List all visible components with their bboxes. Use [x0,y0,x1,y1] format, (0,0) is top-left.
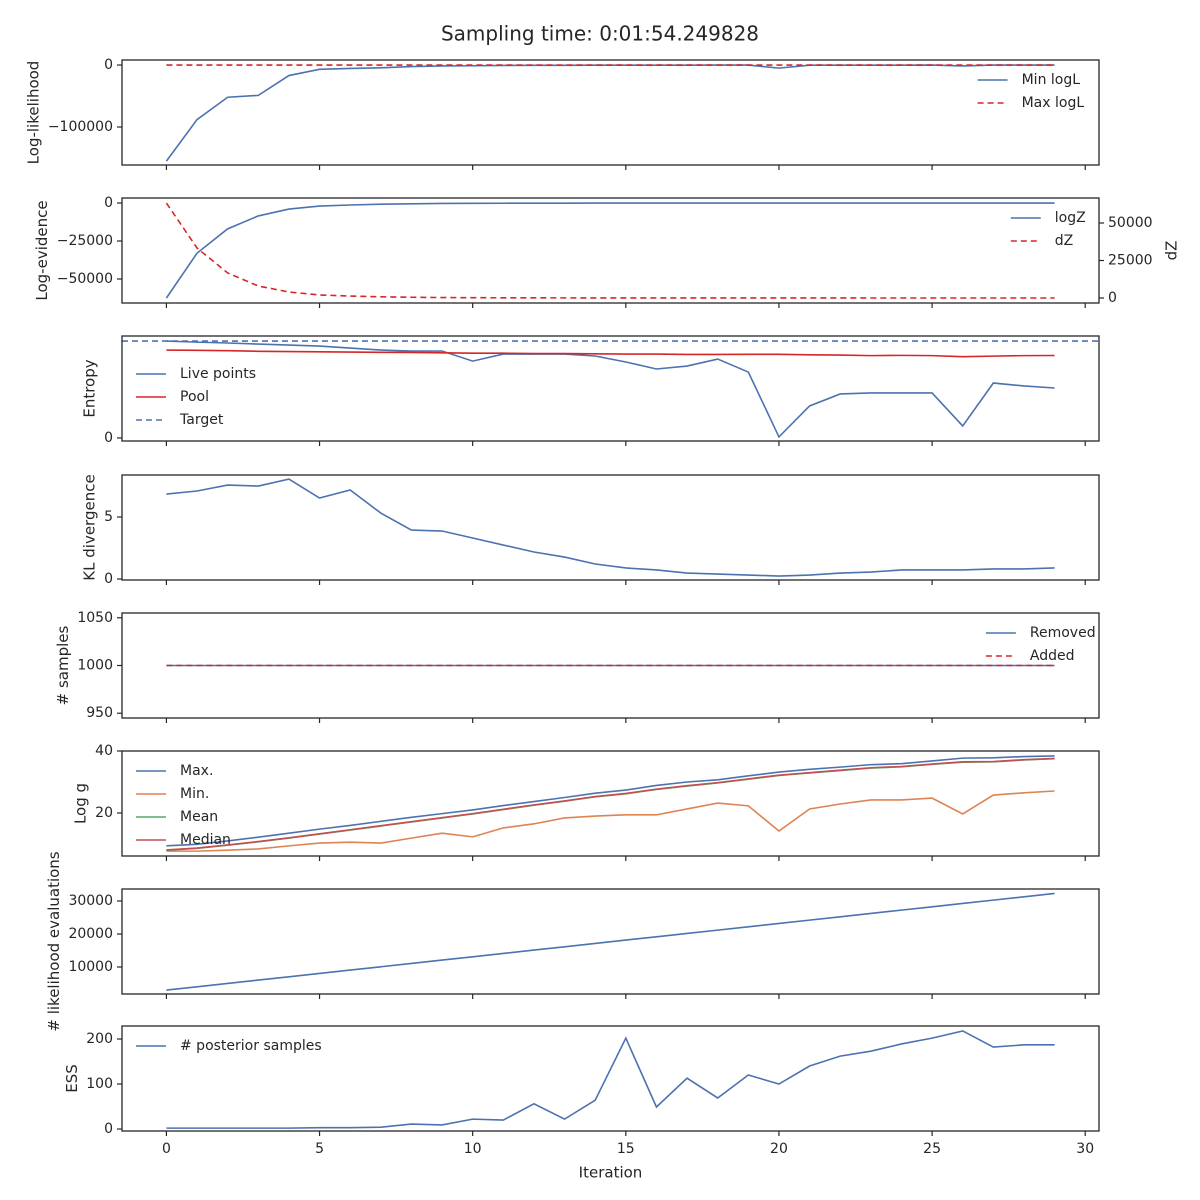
axes-frame [121,474,1100,581]
legend-label: Min logL [1022,72,1081,88]
legend-label: Pool [180,389,209,405]
series-line [166,1030,1055,1129]
y2-tick-label: 25000 [1108,253,1153,269]
legend-label: Added [1030,648,1075,664]
series-line [165,64,1055,162]
y-tick-label: 1000 [77,658,113,674]
series-line [165,202,1055,299]
x-tick-label: 10 [464,1141,482,1157]
y-tick-label: 1050 [77,610,113,626]
legend-label: Max. [180,763,213,779]
legend-label: Mean [180,809,218,825]
y-axis-label: # samples [54,625,72,705]
y-tick-label: 10000 [68,959,113,975]
series-line [166,790,1055,852]
y-tick-label: 0 [104,1121,113,1137]
panel: −100000 0 Min logL Max logL Log-likelihood [24,57,1100,170]
y-axis-label: KL divergence [81,474,99,580]
legend-label: Median [180,832,231,848]
y2-axis-label: dZ [1163,241,1181,261]
panel: 0 Live points Pool Target Entropy [81,335,1100,446]
x-tick-label: 0 [162,1141,171,1157]
y-axis-label: Entropy [81,359,99,417]
y-tick-label: −50000 [57,271,113,287]
panel: 0 5 10 15 20 25 30 0 100 200 # posterior samples ES… [63,1025,1100,1182]
series-line [165,202,1055,299]
panel: 0 5 KL divergence [81,474,1100,587]
axes-frame [121,888,1100,995]
y-tick-label: 20000 [68,926,113,942]
axes-frame [121,750,1100,857]
legend-label: Removed [1030,625,1096,641]
legend-label: Target [179,412,224,428]
series-line [166,755,1055,847]
panel: 950 1000 1050 Removed Added # samples [54,610,1100,723]
y-tick-label: 5 [104,509,113,525]
legend-label: Min. [180,786,209,802]
legend-label: logZ [1055,210,1086,226]
y-tick-label: 950 [86,705,113,721]
series-line [166,892,1055,991]
axes-frame [121,1025,1100,1132]
y-tick-label: 0 [104,430,113,446]
y-axis-label: # likelihood evaluations [45,851,63,1031]
legend-label: dZ [1055,233,1073,249]
x-axis-label: Iteration [579,1164,643,1182]
y-tick-label: 100 [86,1076,113,1092]
axes-frame [121,197,1100,304]
y-tick-label: −25000 [57,233,113,249]
x-tick-label: 5 [315,1141,324,1157]
y-tick-label: 40 [95,743,113,759]
y-tick-label: 0 [104,195,113,211]
x-tick-label: 15 [617,1141,635,1157]
panel: −50000 −25000 0 0 25000 50000 logZ dZ Log-eviden… [33,195,1181,308]
series-line [166,340,1055,439]
panel: 20 40 Max. Min. Mean Median Log g [72,743,1100,861]
legend-label: Live points [180,366,256,382]
y-tick-label: 20 [95,805,113,821]
y-tick-label: 30000 [68,893,113,909]
y-axis-label: Log-likelihood [24,61,42,165]
y-tick-label: −100000 [48,119,113,135]
y2-tick-label: 50000 [1108,215,1153,231]
axes-frame [121,612,1100,719]
y-axis-label: Log g [72,783,90,824]
x-tick-label: 25 [923,1141,941,1157]
legend-label: Max logL [1022,95,1085,111]
y-axis-label: ESS [63,1064,81,1093]
x-tick-label: 30 [1076,1141,1094,1157]
y2-tick-label: 0 [1108,290,1117,306]
series-line [166,478,1055,577]
axes-frame [121,335,1100,442]
series-line [166,349,1055,358]
y-axis-label: Log-evidence [33,200,51,300]
axes-frame [121,59,1100,166]
y-tick-label: 0 [104,571,113,587]
series-line [166,757,1055,851]
x-tick-label: 20 [770,1141,788,1157]
figure-title: Sampling time: 0:01:54.249828 [441,22,759,46]
y-tick-label: 200 [86,1031,113,1047]
panel: 10000 20000 30000 # likelihood evaluations [45,851,1100,1032]
legend-label: # posterior samples [180,1038,322,1054]
y-tick-label: 0 [104,57,113,73]
